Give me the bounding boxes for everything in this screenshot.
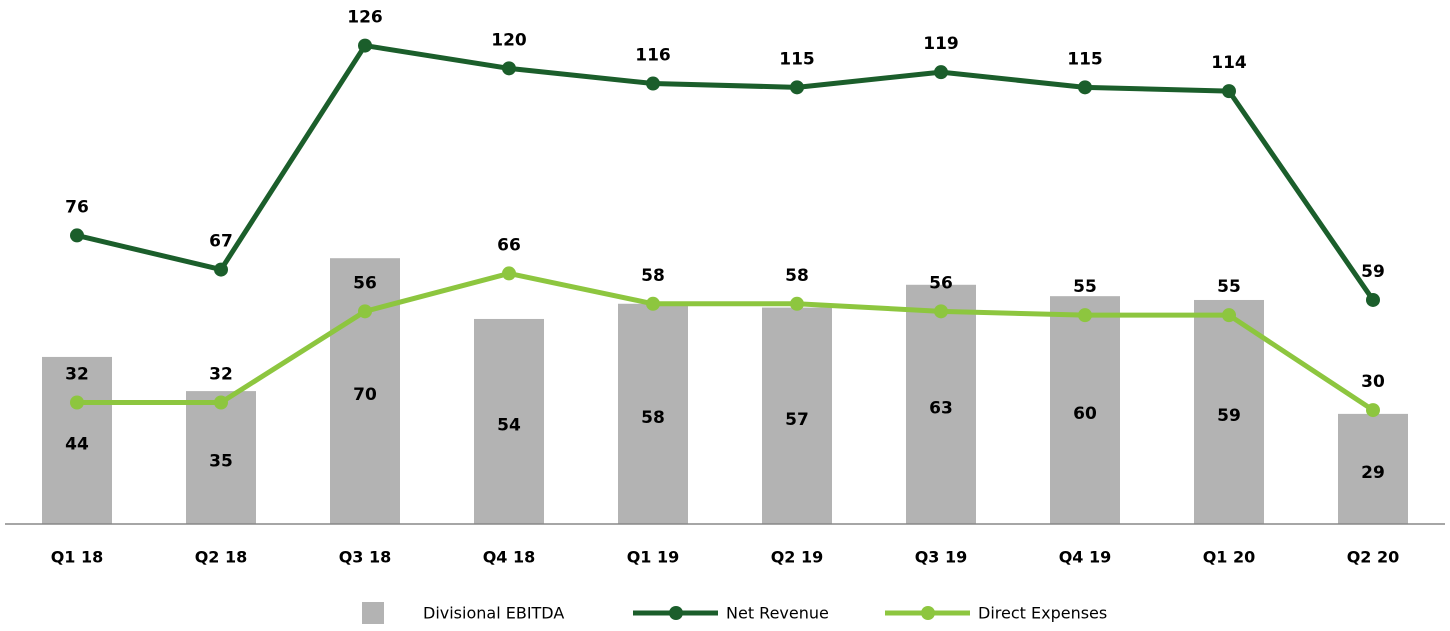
- bar-value-label: 59: [1217, 406, 1241, 426]
- x-tick-label: Q2 18: [195, 548, 248, 567]
- point: [1078, 80, 1092, 95]
- x-tick-label: Q1 20: [1203, 548, 1256, 567]
- point: [502, 61, 516, 76]
- point: [1222, 308, 1236, 323]
- point: [1366, 403, 1380, 418]
- point: [70, 395, 84, 410]
- point: [214, 262, 228, 277]
- point: [790, 296, 804, 311]
- legend-label: Divisional EBITDA: [423, 604, 564, 623]
- legend-label: Direct Expenses: [978, 604, 1107, 623]
- bar-value-label: 54: [497, 415, 521, 435]
- point-value-label: 67: [209, 232, 233, 252]
- point-value-label: 58: [641, 266, 665, 286]
- x-tick-label: Q2 20: [1347, 548, 1400, 567]
- x-tick-label: Q3 19: [915, 548, 968, 567]
- bar-value-label: 70: [353, 385, 377, 405]
- legend-swatch: [362, 602, 384, 624]
- legend-label: Net Revenue: [726, 604, 829, 623]
- point-value-label: 114: [1211, 53, 1247, 73]
- x-tick-label: Q1 18: [51, 548, 104, 567]
- bar-value-label: 35: [209, 452, 233, 472]
- point: [646, 296, 660, 311]
- legend-swatch-point: [921, 606, 935, 620]
- point-value-label: 115: [1067, 49, 1103, 69]
- point: [214, 395, 228, 410]
- bar: [618, 303, 688, 524]
- bar: [330, 258, 400, 524]
- point: [934, 65, 948, 80]
- x-tick-label: Q2 19: [771, 548, 824, 567]
- bar: [42, 356, 112, 524]
- point-value-label: 32: [65, 364, 89, 384]
- point-value-label: 56: [353, 273, 377, 293]
- bar-value-label: 44: [65, 434, 89, 454]
- bar: [906, 284, 976, 524]
- point-value-label: 116: [635, 46, 671, 66]
- point-value-label: 126: [347, 8, 383, 28]
- bar-value-label: 57: [785, 410, 809, 430]
- line: [77, 270, 1375, 413]
- bar-value-label: 63: [929, 398, 953, 418]
- point: [646, 76, 660, 91]
- point: [790, 80, 804, 95]
- point-value-label: 30: [1361, 372, 1385, 392]
- bar-value-label: 60: [1073, 404, 1097, 424]
- point: [358, 304, 372, 319]
- point-value-label: 32: [209, 364, 233, 384]
- bar: [474, 318, 544, 524]
- point-value-label: 55: [1217, 277, 1241, 297]
- point-value-label: 55: [1073, 277, 1097, 297]
- point-value-label: 120: [491, 30, 527, 50]
- point-value-label: 115: [779, 49, 815, 69]
- point-value-label: 56: [929, 273, 953, 293]
- x-tick-label: Q1 19: [627, 548, 680, 567]
- x-tick-label: Q4 19: [1059, 548, 1112, 567]
- bar: [1050, 296, 1120, 524]
- legend-swatch-point: [669, 606, 683, 620]
- bar: [1194, 299, 1264, 524]
- bar: [762, 307, 832, 524]
- x-tick-label: Q4 18: [483, 548, 536, 567]
- point-value-label: 59: [1361, 262, 1385, 282]
- point-value-label: 76: [65, 197, 89, 217]
- bar: [1338, 413, 1408, 524]
- point: [1222, 84, 1236, 99]
- point-value-label: 66: [497, 235, 521, 255]
- point: [1078, 308, 1092, 323]
- bar-value-label: 58: [641, 408, 665, 428]
- point: [358, 38, 372, 53]
- line: [76, 43, 1376, 302]
- point: [70, 228, 84, 243]
- point-value-label: 58: [785, 266, 809, 286]
- bar-value-label: 29: [1361, 463, 1385, 483]
- x-tick-label: Q3 18: [339, 548, 392, 567]
- point: [934, 304, 948, 319]
- point: [1366, 292, 1380, 307]
- bar: [186, 391, 256, 524]
- point: [502, 266, 516, 281]
- point-value-label: 119: [923, 34, 959, 54]
